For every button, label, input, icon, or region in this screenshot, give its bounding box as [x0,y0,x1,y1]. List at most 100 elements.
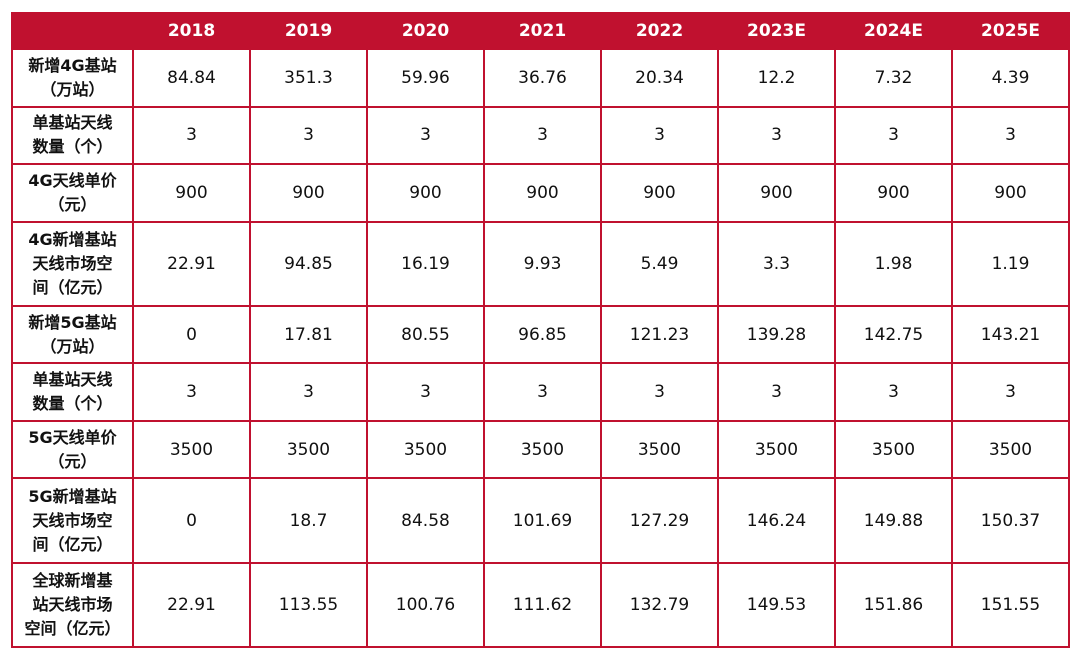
table-cell: 20.34 [600,48,719,108]
table-cell: 151.86 [834,561,953,649]
row-label-line: （元） [48,194,97,214]
table-cell: 3 [249,362,368,422]
table-cell: 3 [366,105,485,166]
table-cell: 18.7 [249,477,368,564]
table-cell: 3.3 [717,220,836,307]
table-cell: 96.85 [483,304,602,365]
table-cell: 3500 [717,419,836,480]
table-row: 全球新增基 站天线市场 空间（亿元） 22.91 113.55 100.76 111.62 1… [11,561,1070,649]
table-cell: 0 [132,477,251,564]
table-cell: 84.84 [132,48,251,108]
row-label: 4G新增基站 天线市场空间（亿元） [11,220,134,307]
row-label-line: 5G新增基站 [28,486,117,506]
table-cell: 3 [834,362,953,422]
row-label-line: 天线市场空 [32,253,113,273]
row-label: 5G新增基站 天线市场空 间（亿元） [11,477,134,564]
table-cell: 121.23 [600,304,719,365]
data-table-container: 2018 2019 2020 2021 2022 2023E 2024E 202… [11,12,1070,649]
antenna-market-table: 2018 2019 2020 2021 2022 2023E 2024E 202… [11,12,1070,649]
table-cell: 80.55 [366,304,485,365]
table-cell: 3 [483,362,602,422]
table-cell: 22.91 [132,220,251,307]
row-label-line: 间（亿元） [32,277,113,297]
table-cell: 142.75 [834,304,953,365]
table-cell: 111.62 [483,561,602,649]
row-label-line: 数量（个） [32,137,113,157]
table-cell: 3 [249,105,368,166]
row-label-line: （元） [48,451,97,471]
table-row: 5G新增基站 天线市场空 间（亿元） 0 18.7 84.58 101.69 127.29 14… [11,477,1070,564]
table-cell: 3500 [600,419,719,480]
table-cell: 5.49 [600,220,719,307]
table-cell: 132.79 [600,561,719,649]
row-label: 单基站天线数量（个） [11,362,134,422]
table-cell: 3 [834,105,953,166]
table-cell: 149.53 [717,561,836,649]
table-cell: 3 [600,105,719,166]
table-cell: 100.76 [366,561,485,649]
table-cell: 3 [951,105,1070,166]
table-row: 4G新增基站 天线市场空 间（亿元） 22.91 94.85 16.19 9.93 5.49 3… [11,220,1070,307]
table-cell: 9.93 [483,220,602,307]
table-cell: 139.28 [717,304,836,365]
row-label-line: 单基站天线 [32,370,113,390]
table-cell: 3 [951,362,1070,422]
row-label: 5G天线单价 （元） [11,419,134,480]
row-label-line: 数量（个） [32,394,113,414]
row-label-line: 新增4G基站 [28,55,117,75]
table-cell: 3 [483,105,602,166]
table-cell: 900 [366,163,485,223]
table-cell: 3500 [483,419,602,480]
table-row: 5G天线单价 （元） 3500 3500 3500 3500 3500 3500 3500 350… [11,419,1070,480]
table-cell: 151.55 [951,561,1070,649]
table-cell: 900 [132,163,251,223]
table-cell: 127.29 [600,477,719,564]
table-cell: 3500 [132,419,251,480]
table-cell: 3 [132,362,251,422]
table-cell: 3 [366,362,485,422]
row-label-line: 单基站天线 [32,113,113,133]
row-label: 单基站天线数量（个） [11,105,134,166]
header-year-2019: 2019 [249,12,368,50]
table-cell: 900 [600,163,719,223]
header-year-2018: 2018 [132,12,251,50]
table-cell: 113.55 [249,561,368,649]
table-row: 新增4G基站 （万站） 84.84 351.3 59.96 36.76 20.34 12.2 7… [11,48,1070,108]
table-row: 单基站天线 数量（个） 3 3 3 3 3 3 3 3 [11,362,1070,422]
row-label-line: 5G天线单价 [28,427,117,447]
table-cell: 3 [717,105,836,166]
table-cell: 3 [132,105,251,166]
table-cell: 149.88 [834,477,953,564]
table-row: 新增5G基站 （万站） 0 17.81 80.55 96.85 121.23 139.28 14… [11,304,1070,365]
table-cell: 94.85 [249,220,368,307]
table-cell: 59.96 [366,48,485,108]
row-label-line: 4G新增基站 [28,229,117,249]
table-cell: 7.32 [834,48,953,108]
row-label-line: （万站） [40,79,105,99]
table-cell: 22.91 [132,561,251,649]
row-label-line: 站天线市场 [32,594,113,614]
row-label-line: 4G天线单价 [28,170,117,190]
table-cell: 3 [717,362,836,422]
row-label: 全球新增基站天线市场空间（亿元） [11,561,134,649]
table-cell: 3 [600,362,719,422]
table-cell: 900 [834,163,953,223]
row-label-line: 空间（亿元） [24,618,121,638]
row-label-line: 全球新增基 [32,570,113,590]
header-year-2023e: 2023E [717,12,836,50]
table-cell: 84.58 [366,477,485,564]
table-cell: 3500 [366,419,485,480]
table-cell: 3500 [249,419,368,480]
table-cell: 17.81 [249,304,368,365]
row-label-line: 间（亿元） [32,534,113,554]
table-cell: 146.24 [717,477,836,564]
table-row: 单基站天线 数量（个） 3 3 3 3 3 3 3 3 [11,105,1070,166]
row-label-line: 新增5G基站 [28,312,117,332]
table-cell: 351.3 [249,48,368,108]
header-row: 2018 2019 2020 2021 2022 2023E 2024E 202… [11,12,1070,50]
table-cell: 101.69 [483,477,602,564]
table-cell: 3500 [951,419,1070,480]
table-cell: 900 [249,163,368,223]
table-row: 4G天线单价 （元） 900 900 900 900 900 900 900 900 [11,163,1070,223]
header-year-2021: 2021 [483,12,602,50]
